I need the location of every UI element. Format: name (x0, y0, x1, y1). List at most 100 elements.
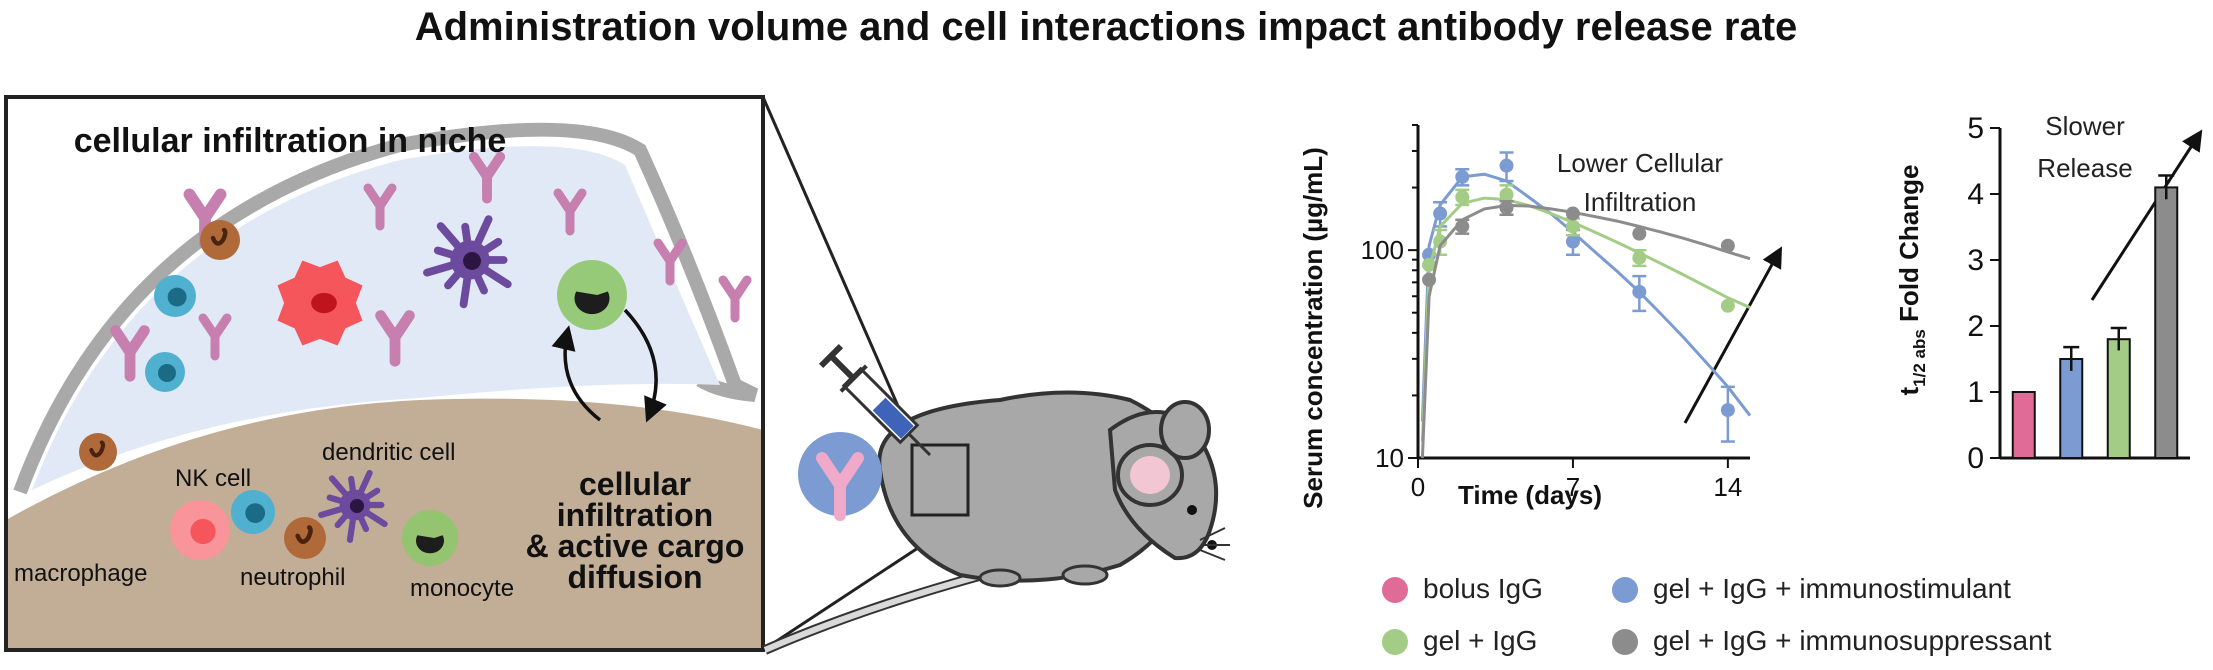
cell-label-nk: NK cell (175, 465, 251, 492)
tissue-monocyte (402, 510, 458, 566)
niche-heading: cellular infiltration in niche (74, 122, 507, 160)
pk-chart-ylabel: Serum concentration (µg/mL) (1298, 147, 1328, 509)
pk-point-green (1433, 234, 1448, 249)
tissue-macrophage (170, 500, 230, 560)
antibody-9 (718, 275, 752, 323)
gel-monocyte (557, 260, 627, 330)
antibody-2 (363, 183, 397, 231)
pk-point-blue (1499, 158, 1514, 173)
antibody-badge-icon (798, 432, 882, 521)
process-label-3: & active cargo (526, 528, 745, 564)
pk-point-gray (1455, 219, 1470, 234)
pk-point-green (1565, 219, 1580, 234)
pk-point-gray (1565, 206, 1580, 221)
gel-nk-cell-1 (154, 275, 196, 317)
mouse-eye (1187, 505, 1197, 515)
pk-ytick-label: 10 (1375, 443, 1404, 473)
niche-panel-border (4, 95, 765, 652)
pk-point-gray (1422, 272, 1437, 287)
pk-point-gray (1499, 200, 1514, 215)
infiltration-arrow-up (551, 325, 602, 422)
pk-point-green (1422, 257, 1437, 272)
process-label-2: infiltration (557, 497, 713, 533)
fc-ytick-label: 4 (1967, 178, 1984, 211)
antibody-3 (468, 151, 506, 204)
pk-point-green (1499, 187, 1514, 202)
pk-point-blue (1720, 403, 1735, 418)
pk-point-green (1455, 190, 1470, 205)
pk-point-blue (1455, 169, 1470, 184)
gel-neutrophil-1 (200, 220, 240, 260)
fc-trend-arrow (2090, 129, 2203, 301)
legend-label: bolus IgG (1423, 573, 1543, 604)
fc-ytick-label: 1 (1967, 376, 1984, 409)
tissue-dendritic-cell (318, 469, 388, 543)
pk-line-chart: Serum concentration (µg/mL) Time (days) … (1298, 124, 1783, 510)
pk-point-gray (1720, 238, 1735, 253)
legend-swatch-gray (1612, 629, 1638, 655)
gel-macrophage (277, 260, 363, 346)
gel-dendritic-cell (423, 215, 512, 309)
syringe-icon (818, 343, 932, 457)
fold-change-bar-chart: t1/2 abs Fold Change Slower Release 0 1 2 3… (1894, 111, 2203, 475)
fc-ytick-label: 2 (1967, 310, 1984, 343)
tissue-neutrophil-1 (79, 433, 117, 471)
fc-annotation-line-2: Release (2037, 153, 2132, 183)
pk-annotation-line-2: Infiltration (1584, 187, 1697, 217)
pk-xtick-label: 14 (1713, 472, 1742, 502)
antibody-8 (653, 238, 687, 286)
pk-point-blue (1632, 284, 1647, 299)
fc-bar-blue (2059, 358, 2084, 459)
process-label-1: cellular (579, 466, 691, 502)
legend-label: gel + IgG + immunosuppressant (1653, 625, 2052, 656)
pk-trend-arrow (1683, 246, 1783, 424)
pk-point-blue (1565, 234, 1580, 249)
shared-legend: bolus IgG gel + IgG + immunostimulant gel … (1382, 573, 2052, 656)
pk-point-blue (1433, 206, 1448, 221)
fc-bar-gray (2154, 186, 2179, 459)
antibody-6 (198, 313, 232, 361)
injection-site-box (910, 443, 970, 517)
antibody-4 (553, 188, 587, 236)
pk-chart-xlabel: Time (days) (1458, 480, 1602, 510)
fc-bar-green (2106, 338, 2131, 460)
mouse-ear-inner (1130, 456, 1170, 494)
pk-xtick-label: 7 (1566, 472, 1580, 502)
niche-panel: cellular infiltration in niche NK cell d… (4, 95, 765, 652)
figure-title: Administration volume and cell interacti… (415, 5, 1798, 49)
pk-ytick-label: 100 (1361, 235, 1404, 265)
diffusion-arrow-down (623, 308, 667, 423)
mouse-ear-back (1159, 400, 1211, 460)
tissue-neutrophil-2 (284, 517, 326, 559)
mouse-whiskers (1199, 527, 1230, 561)
mouse-foot-back (978, 568, 1022, 588)
legend-label: gel + IgG + immunostimulant (1653, 573, 2011, 604)
pk-point-green (1720, 298, 1735, 313)
cell-label-macrophage: macrophage (14, 560, 147, 587)
pk-fit-green (1420, 196, 1751, 442)
mouse-illustration (763, 390, 1230, 655)
pk-point-gray (1632, 226, 1647, 241)
gel-nk-cell-2 (145, 352, 185, 392)
cell-label-dendritic: dendritic cell (322, 439, 455, 466)
fc-chart-ylabel: t1/2 abs Fold Change (1894, 165, 1929, 396)
antibody-5 (110, 325, 150, 382)
legend-swatch-pink (1382, 577, 1408, 603)
fc-ytick-label: 5 (1967, 112, 1984, 145)
tissue-nk-cell (231, 490, 275, 534)
badge-antibody-shape (816, 452, 864, 521)
legend-swatch-green (1382, 629, 1408, 655)
cell-label-neutrophil: neutrophil (240, 564, 345, 591)
process-label-4: diffusion (567, 559, 702, 595)
fc-bar-pink (2011, 391, 2036, 459)
legend-label: gel + IgG (1423, 625, 1537, 656)
gel-outline (13, 122, 759, 495)
fc-ytick-label: 0 (1967, 442, 1984, 475)
cell-label-monocyte: monocyte (410, 575, 514, 602)
mouse-foot-front (1061, 564, 1109, 586)
zoom-line-top (761, 96, 917, 446)
pk-annotation-line-1: Lower Cellular (1557, 148, 1724, 178)
legend-swatch-blue (1612, 577, 1638, 603)
fc-annotation-line-1: Slower (2045, 111, 2125, 141)
